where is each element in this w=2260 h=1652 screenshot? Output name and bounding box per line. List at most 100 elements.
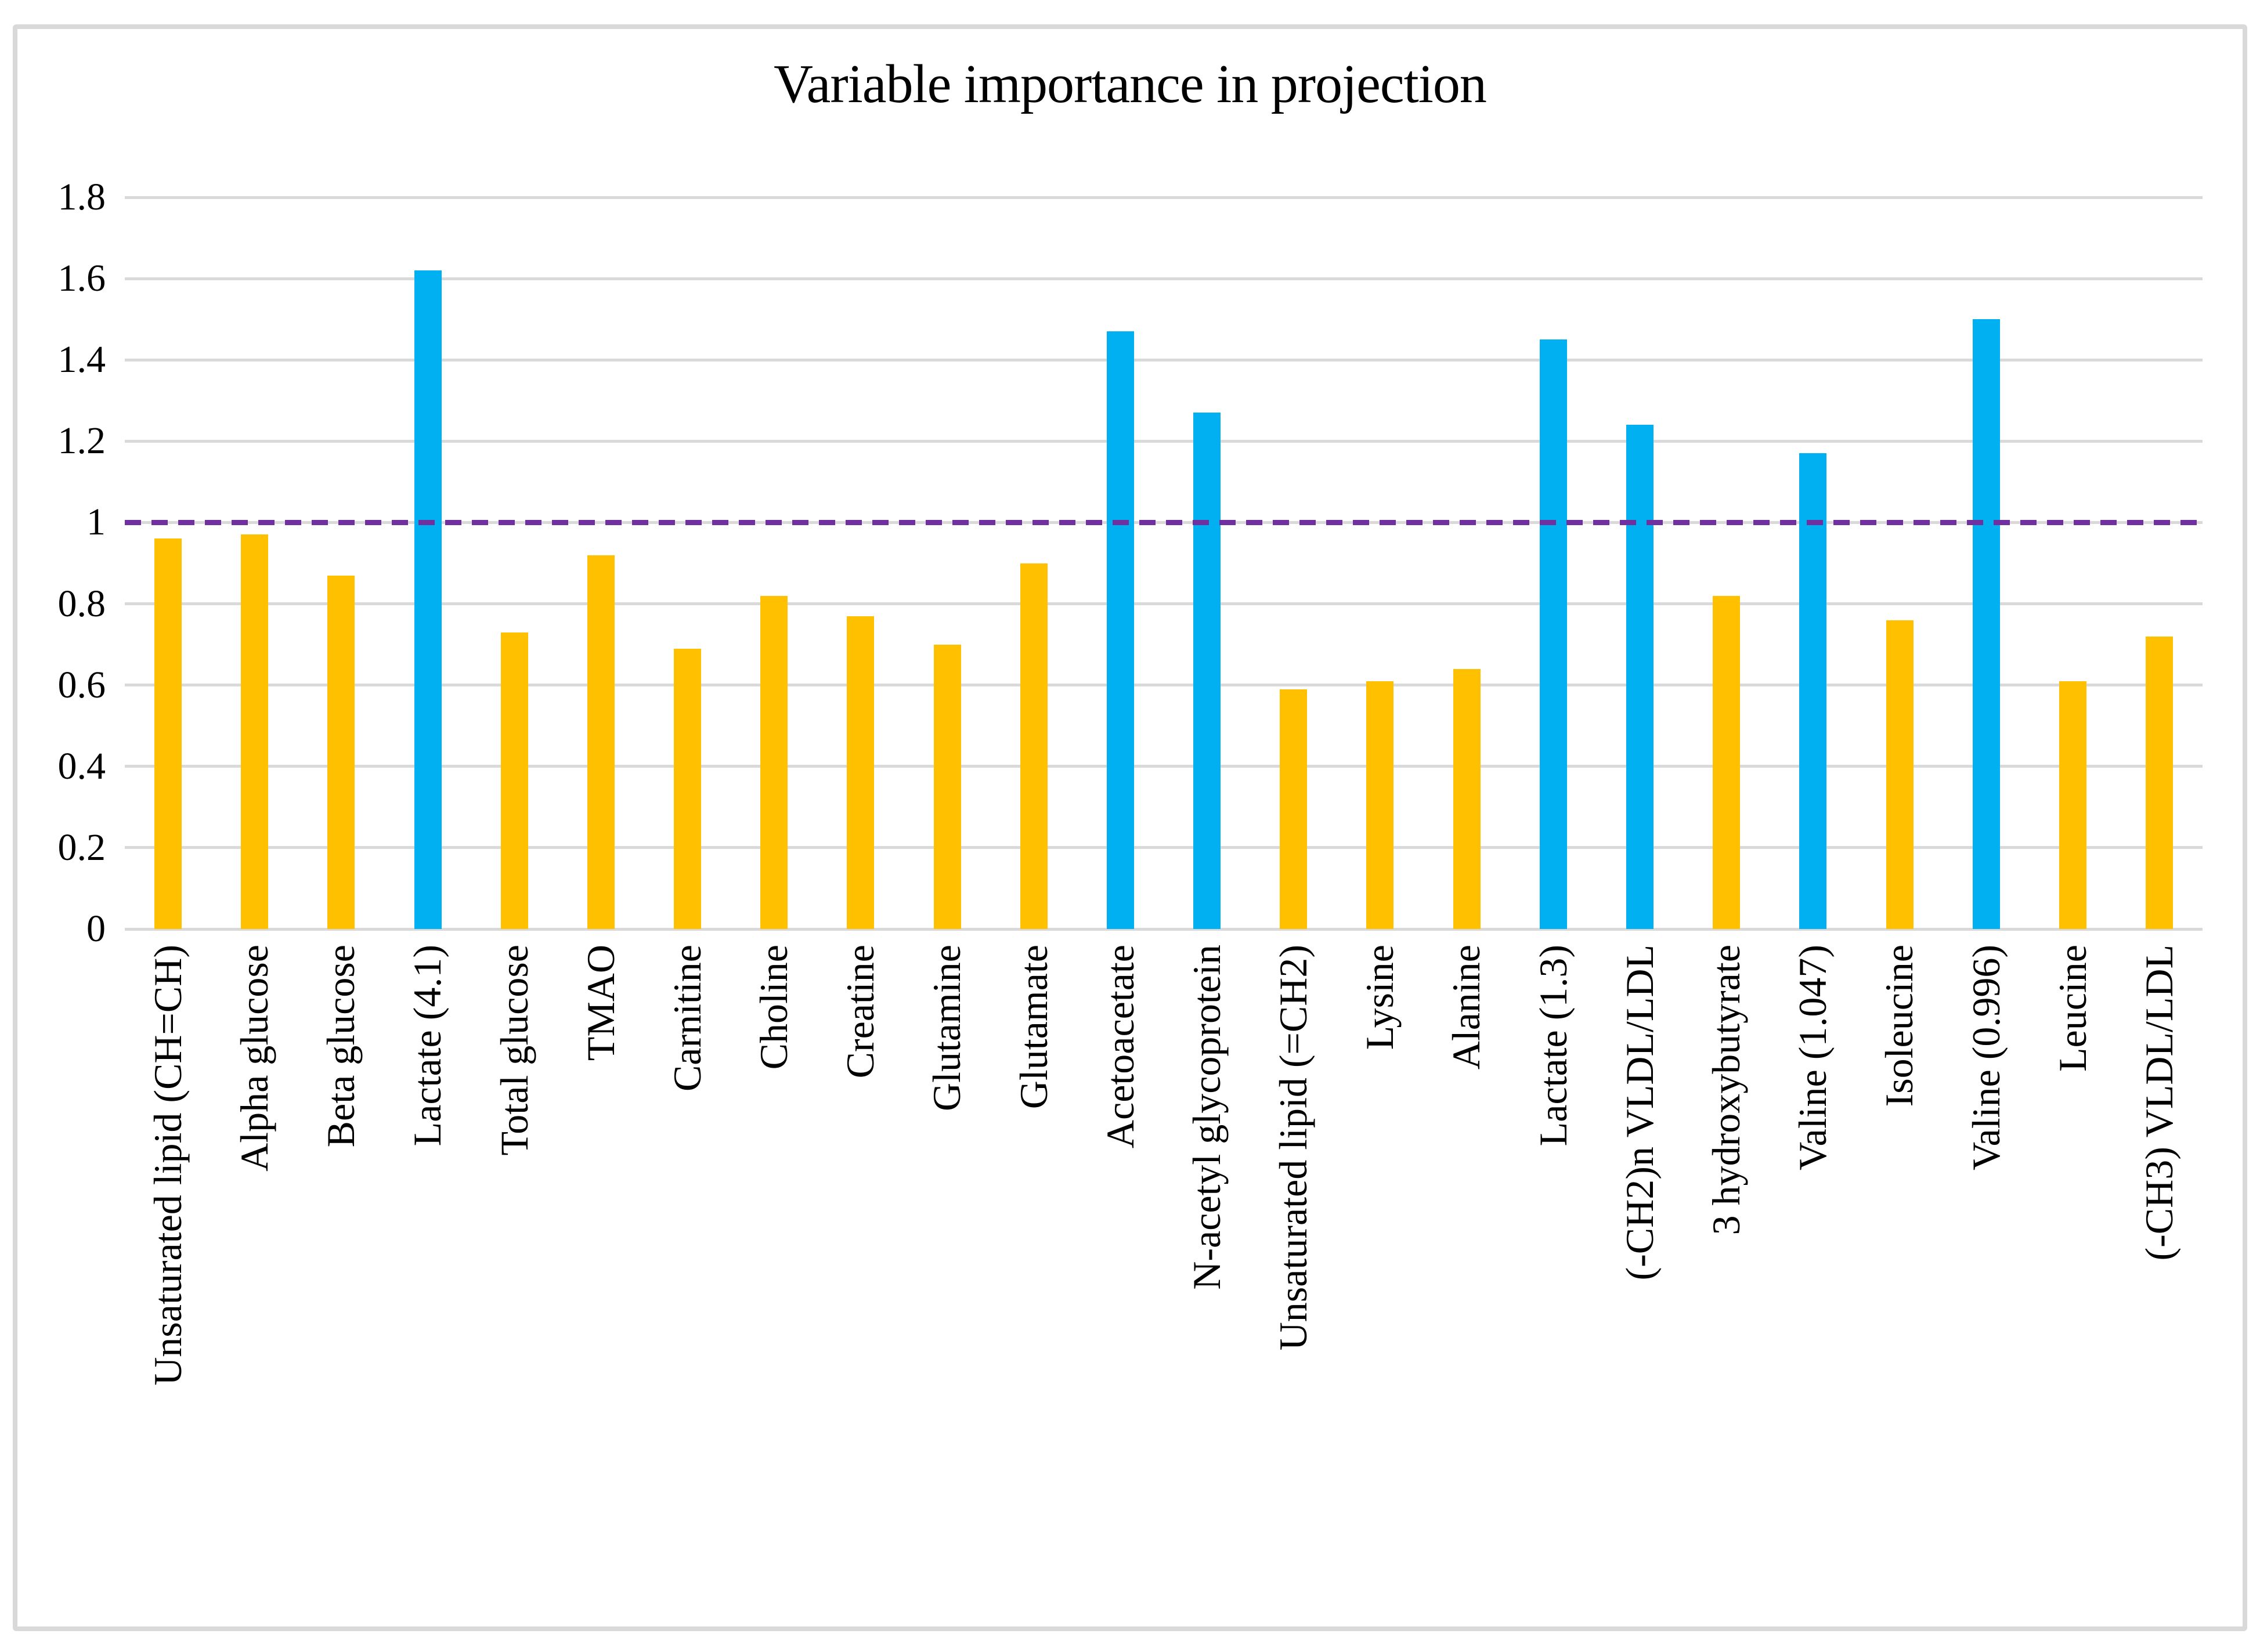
x-label-cell: Lysine bbox=[1337, 945, 1423, 1629]
bar-column bbox=[1424, 197, 1510, 929]
x-label: Lysine bbox=[1358, 945, 1402, 1050]
y-tick-label-1.4: 1.4 bbox=[57, 338, 106, 381]
x-label: Lactate (1.3) bbox=[1530, 945, 1575, 1147]
bar-beta-glucose bbox=[327, 575, 355, 929]
bar-total-glucose bbox=[500, 632, 528, 929]
x-label: Creatine bbox=[838, 945, 883, 1079]
x-label: Isoleucine bbox=[1877, 945, 1922, 1107]
bars-layer bbox=[125, 197, 2203, 929]
y-tick-label-1.2: 1.2 bbox=[57, 420, 106, 462]
x-label-cell: Unsaturated lipid (CH=CH) bbox=[125, 945, 211, 1629]
x-label: Leucine bbox=[2050, 945, 2095, 1072]
x-label-cell: Alpha glucose bbox=[211, 945, 298, 1629]
bar-column bbox=[1597, 197, 1683, 929]
bar-column bbox=[904, 197, 991, 929]
x-label-cell: Lactate (4.1) bbox=[385, 945, 471, 1629]
y-tick-label-0.6: 0.6 bbox=[57, 663, 106, 706]
x-label: Total glucose bbox=[492, 945, 536, 1156]
bar-glutamine bbox=[933, 644, 961, 929]
x-label-cell: Lactate (1.3) bbox=[1510, 945, 1597, 1629]
bar-ch2-n-vldl-ldl bbox=[1626, 425, 1654, 929]
bar-column bbox=[1337, 197, 1423, 929]
bar-alanine bbox=[1453, 668, 1481, 929]
bar-lactate-4-1 bbox=[414, 270, 442, 929]
x-axis: Unsaturated lipid (CH=CH) Alpha glucose Be… bbox=[125, 945, 2203, 1629]
y-axis: 0 0.2 0.4 0.6 0.8 1 1.2 1.4 1.6 1.8 bbox=[0, 178, 106, 948]
x-label-cell: Glutamate bbox=[991, 945, 1077, 1629]
bar-column bbox=[991, 197, 1077, 929]
bar-isoleucine bbox=[1886, 620, 1914, 929]
plot-area bbox=[125, 196, 2203, 931]
x-label: Glutamine bbox=[925, 945, 969, 1112]
bar-n-acetyl-glycoprotein bbox=[1193, 413, 1221, 929]
bar-column bbox=[1510, 197, 1597, 929]
bar-column bbox=[731, 197, 817, 929]
x-label: Glutamate bbox=[1011, 945, 1056, 1109]
gridline-y-1.6 bbox=[125, 277, 2203, 280]
y-tick-label-0.2: 0.2 bbox=[57, 826, 106, 869]
x-label-cell: Choline bbox=[731, 945, 817, 1629]
y-tick-label-0.4: 0.4 bbox=[57, 744, 106, 787]
x-label: N-acetyl glycoprotein bbox=[1184, 945, 1229, 1290]
bar-alpha-glucose bbox=[241, 534, 269, 929]
x-label-cell: Valine (1.047) bbox=[1770, 945, 1856, 1629]
bar-column bbox=[385, 197, 471, 929]
chart-title: Variable importance in projection bbox=[774, 54, 1487, 114]
gridline-y-1.8 bbox=[125, 196, 2203, 199]
y-tick-label-1: 1 bbox=[86, 501, 106, 544]
bar-column bbox=[1770, 197, 1856, 929]
x-label: Valine (1.047) bbox=[1790, 945, 1835, 1171]
bar-glutamate bbox=[1020, 563, 1048, 929]
gridline-y-0.4 bbox=[125, 765, 2203, 768]
x-label: (-CH2)n VLDL/LDL bbox=[1617, 945, 1662, 1281]
bar-carnitine bbox=[674, 648, 702, 929]
x-label-cell: Beta glucose bbox=[298, 945, 384, 1629]
x-label-cell: Leucine bbox=[2030, 945, 2116, 1629]
bar-column bbox=[1943, 197, 2030, 929]
x-label-cell: Creatine bbox=[817, 945, 904, 1629]
bar-column bbox=[644, 197, 731, 929]
bar-ch3-vldl-ldl bbox=[2146, 636, 2174, 929]
x-label-cell: (-CH3) VLDL/LDL bbox=[2116, 945, 2203, 1629]
x-label: Alanine bbox=[1444, 945, 1489, 1070]
x-label: Beta glucose bbox=[319, 945, 363, 1148]
x-label: Unsaturated lipid (=CH2) bbox=[1271, 945, 1316, 1351]
bar-creatine bbox=[847, 616, 875, 929]
gridline-y-0.6 bbox=[125, 684, 2203, 687]
x-label-cell: Glutamine bbox=[904, 945, 991, 1629]
x-label-cell: Valine (0.996) bbox=[1943, 945, 2030, 1629]
bar-column bbox=[2116, 197, 2203, 929]
bar-tmao bbox=[587, 555, 615, 929]
x-label: 3 hydroxybutyrate bbox=[1703, 945, 1748, 1235]
x-label-cell: N-acetyl glycoprotein bbox=[1164, 945, 1250, 1629]
bar-column bbox=[471, 197, 558, 929]
bar-column bbox=[211, 197, 298, 929]
bar-valine-0-996 bbox=[1972, 319, 2000, 929]
x-label: Choline bbox=[752, 945, 796, 1070]
y-tick-label-1.6: 1.6 bbox=[57, 257, 106, 300]
y-tick-label-0: 0 bbox=[86, 908, 106, 950]
bar-leucine bbox=[2059, 681, 2086, 929]
x-label-cell: Isoleucine bbox=[1856, 945, 1943, 1629]
x-label: Carnitine bbox=[665, 945, 709, 1092]
bar-column bbox=[1856, 197, 1943, 929]
y-tick-label-0.8: 0.8 bbox=[57, 582, 106, 625]
bar-choline bbox=[760, 595, 788, 929]
bar-column bbox=[1164, 197, 1250, 929]
x-label-cell: Carnitine bbox=[644, 945, 731, 1629]
x-label: Unsaturated lipid (CH=CH) bbox=[145, 945, 190, 1386]
bar-3-hydroxybutyrate bbox=[1713, 595, 1741, 929]
gridline-y-1.2 bbox=[125, 439, 2203, 443]
y-tick-label-1.8: 1.8 bbox=[57, 176, 106, 218]
vip-threshold-dashed-line bbox=[125, 519, 2203, 525]
x-label: Acetoacetate bbox=[1097, 945, 1142, 1149]
bar-lysine bbox=[1366, 681, 1394, 929]
bar-unsaturated-lipid-ch2 bbox=[1280, 689, 1308, 929]
x-label-cell: Unsaturated lipid (=CH2) bbox=[1250, 945, 1337, 1629]
gridline-y-1.4 bbox=[125, 358, 2203, 362]
x-label-cell: Total glucose bbox=[471, 945, 558, 1629]
x-label-cell: (-CH2)n VLDL/LDL bbox=[1597, 945, 1683, 1629]
gridline-y-0 bbox=[125, 927, 2203, 931]
x-label: Alpha glucose bbox=[232, 945, 277, 1172]
